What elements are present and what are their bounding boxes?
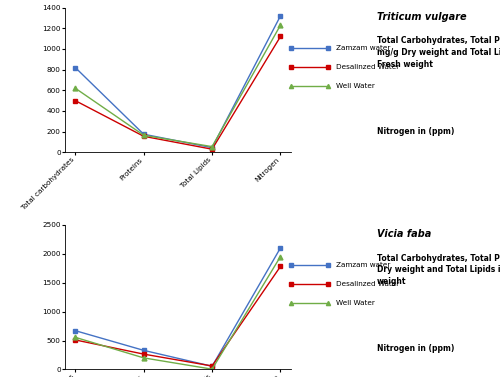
Zamzam water [140,348,146,352]
Line: Zamzam water: Zamzam water [73,13,283,150]
Text: Well Water: Well Water [336,83,374,89]
Text: Total Carbohydrates, Total Proteins in
mg/g Dry weight and Total Lipids in mg/g
: Total Carbohydrates, Total Proteins in m… [376,37,500,69]
Desalinzed Water [140,352,146,356]
Line: Well Water: Well Water [73,254,283,372]
Zamzam water [72,65,78,70]
Text: Zamzam water: Zamzam water [336,45,390,51]
Text: Desalinzed Water: Desalinzed Water [336,281,399,287]
Text: Zamzam water: Zamzam water [336,262,390,268]
Well Water [72,86,78,90]
Desalinzed Water [209,364,215,368]
Line: Zamzam water: Zamzam water [73,245,283,369]
Well Water [209,367,215,371]
Desalinzed Water [140,134,146,138]
Well Water [72,335,78,340]
Text: Triticum vulgare: Triticum vulgare [376,12,466,22]
Desalinzed Water [278,34,283,39]
Text: Nitrogen in (ppm): Nitrogen in (ppm) [376,116,454,135]
Text: Vicia faba: Vicia faba [376,229,431,239]
Line: Desalinzed Water: Desalinzed Water [73,264,283,368]
Zamzam water [209,146,215,150]
Text: Nitrogen in (ppm): Nitrogen in (ppm) [376,333,454,352]
Desalinzed Water [72,98,78,103]
Text: Total Carbohydrates, Total Proteins in mg/g
Dry weight and Total Lipids in mg/g : Total Carbohydrates, Total Proteins in m… [376,254,500,286]
Well Water [278,254,283,259]
Zamzam water [72,328,78,333]
Zamzam water [209,364,215,369]
Well Water [140,133,146,138]
Line: Desalinzed Water: Desalinzed Water [73,34,283,152]
Line: Well Water: Well Water [73,23,283,149]
Desalinzed Water [72,338,78,342]
Desalinzed Water [278,264,283,269]
Zamzam water [140,132,146,136]
Well Water [278,23,283,28]
Well Water [140,356,146,360]
Zamzam water [278,14,283,18]
Well Water [209,144,215,149]
Text: Desalinzed Water: Desalinzed Water [336,64,399,70]
Text: Well Water: Well Water [336,300,374,306]
Zamzam water [278,245,283,250]
Desalinzed Water [209,147,215,152]
